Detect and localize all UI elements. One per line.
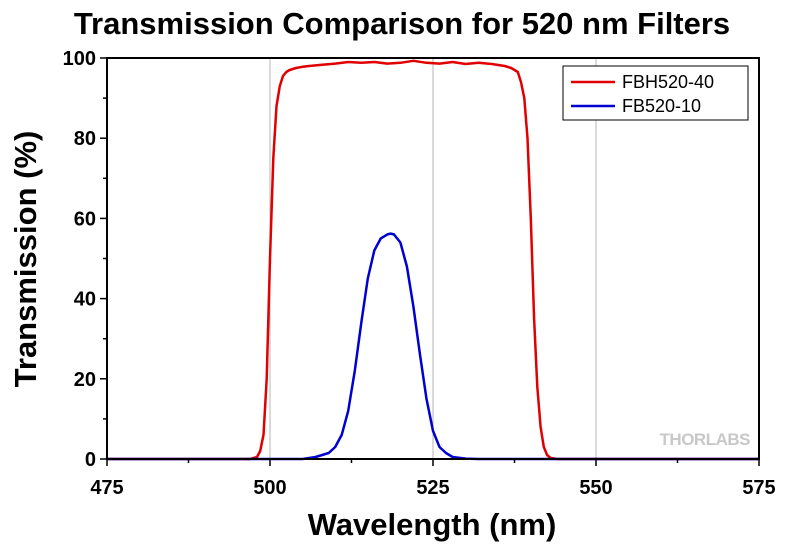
y-tick-label: 40 (74, 289, 96, 311)
thorlabs-watermark: THORLABS (660, 430, 751, 449)
x-tick-label: 525 (416, 477, 449, 499)
legend-label: FBH520-40 (622, 72, 714, 92)
legend: FBH520-40 FB520-10 (562, 65, 749, 121)
series-line-1 (107, 59, 759, 461)
y-tick-label: 80 (74, 128, 96, 150)
x-tick-label: 575 (742, 477, 775, 499)
y-tick-label: 100 (63, 48, 96, 70)
x-tick-label: 500 (253, 477, 286, 499)
x-tick-label: 550 (579, 477, 612, 499)
y-axis-label: Transmission (%) (8, 131, 43, 388)
series-line-2 (107, 232, 759, 461)
series-layer (107, 59, 759, 461)
x-axis-label: Wavelength (nm) (308, 507, 557, 542)
ticks: 475 500 525 550 575 0 20 40 60 80 100 (63, 48, 776, 499)
x-tick-label: 475 (90, 477, 123, 499)
legend-label: FB520-10 (622, 96, 701, 116)
legend-box (562, 65, 749, 121)
chart-title: Transmission Comparison for 520 nm Filte… (74, 6, 730, 41)
y-tick-label: 60 (74, 208, 96, 230)
y-tick-label: 20 (74, 369, 96, 391)
y-tick-label: 0 (85, 449, 96, 471)
grid (269, 58, 597, 459)
